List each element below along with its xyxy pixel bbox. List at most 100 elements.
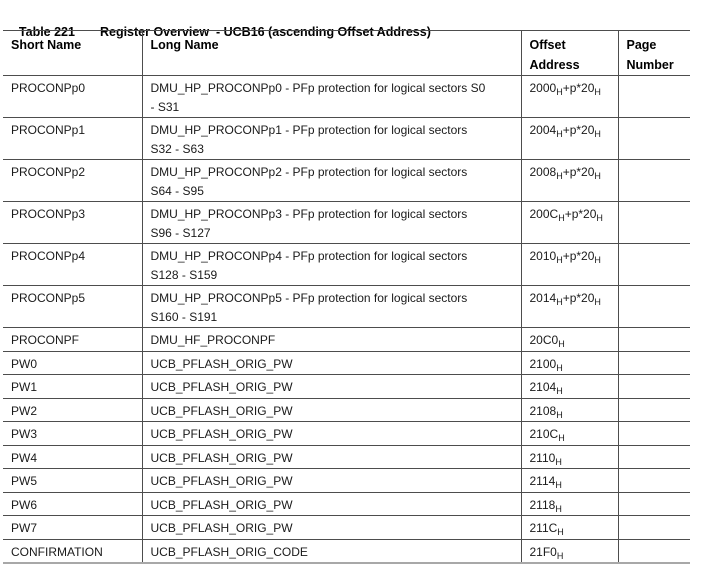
short-name-cell: PW7 — [3, 515, 143, 540]
long-name-line: UCB_PFLASH_ORIG_PW — [150, 450, 293, 465]
hex-subscript: H — [556, 129, 563, 139]
hex-subscript: H — [558, 213, 565, 223]
long-name-cell: UCB_PFLASH_ORIG_PW — [142, 468, 522, 493]
long-name-line: UCB_PFLASH_ORIG_PW — [150, 380, 293, 394]
long-name-line: UCB_PFLASH_ORIG_PW — [150, 497, 293, 512]
offset-address-cell: 21F0H — [521, 539, 619, 564]
table-row: PW6 UCB_PFLASH_ORIG_PW 2118H — [3, 492, 690, 516]
page-number-cell — [618, 243, 690, 286]
offset-address-cell: 2000H+p*20H — [521, 75, 619, 118]
table-header-row: Short Name Long Name Offset Address Page Nu… — [3, 30, 690, 76]
page-number-cell — [618, 117, 690, 160]
offset-address-cell: 2114H — [521, 468, 619, 493]
offset-address-cell: 211CH — [521, 515, 619, 540]
table-row: PW5 UCB_PFLASH_ORIG_PW 2114H — [3, 468, 690, 493]
table-row: PROCONPF DMU_HF_PROCONPF 20C0H — [3, 327, 690, 352]
page-number-cell — [618, 468, 690, 493]
short-name-cell: PW4 — [3, 445, 143, 469]
long-name-line: DMU_HP_PROCONPp3 - PFp protection for lo… — [150, 207, 468, 221]
page-number-cell — [618, 201, 690, 244]
table-row: PW1 UCB_PFLASH_ORIG_PW 2104H — [3, 374, 690, 399]
page-number-cell — [618, 421, 690, 446]
hex-subscript: H — [594, 87, 601, 97]
table-row: PROCONPp0 DMU_HP_PROCONPp0 - PFp protecti… — [3, 75, 690, 118]
page-number-cell — [618, 351, 690, 375]
long-name-cell: UCB_PFLASH_ORIG_PW — [142, 398, 522, 422]
long-name-line: UCB_PFLASH_ORIG_PW — [150, 403, 293, 418]
register-overview-table: Short Name Long Name Offset Address Page Nu… — [3, 30, 690, 564]
hex-subscript: H — [556, 550, 564, 561]
hex-subscript: H — [555, 503, 562, 514]
long-name-line: S32 - S63 — [150, 142, 204, 156]
long-name-line: UCB_PFLASH_ORIG_PW — [150, 474, 293, 488]
hex-subscript: H — [556, 386, 563, 396]
offset-address-cell: 2008H+p*20H — [521, 159, 619, 202]
long-name-line: - S31 — [150, 100, 180, 114]
long-name-line: DMU_HP_PROCONPp2 - PFp protection for lo… — [150, 165, 468, 179]
column-header-2: Offset Address — [521, 30, 619, 76]
short-name-cell: PW6 — [3, 492, 143, 516]
short-name-cell: PW5 — [3, 468, 143, 493]
long-name-line: DMU_HP_PROCONPp1 - PFp protection for lo… — [150, 123, 468, 137]
long-name-line: UCB_PFLASH_ORIG_CODE — [150, 544, 308, 559]
table-row: PW3 UCB_PFLASH_ORIG_PW 210CH — [3, 421, 690, 446]
table-row: PROCONPp3 DMU_HP_PROCONPp3 - PFp protecti… — [3, 201, 690, 244]
long-name-cell: UCB_PFLASH_ORIG_PW — [142, 492, 522, 516]
long-name-line: UCB_PFLASH_ORIG_PW — [150, 427, 293, 441]
long-name-cell: DMU_HP_PROCONPp0 - PFp protection for lo… — [142, 75, 522, 118]
hex-subscript: H — [556, 171, 563, 181]
long-name-cell: DMU_HP_PROCONPp4 - PFp protection for lo… — [142, 243, 522, 286]
table-body: PROCONPp0 DMU_HP_PROCONPp0 - PFp protecti… — [3, 75, 690, 564]
hex-subscript: H — [556, 87, 563, 97]
offset-address-cell: 210CH — [521, 421, 619, 446]
offset-address-cell: 2104H — [521, 374, 619, 399]
hex-subscript: H — [555, 480, 562, 490]
offset-address-cell: 2110H — [521, 445, 619, 469]
offset-address-cell: 2108H — [521, 398, 619, 422]
page-number-cell — [618, 285, 690, 328]
long-name-cell: DMU_HP_PROCONPp3 - PFp protection for lo… — [142, 201, 522, 244]
table-row: PROCONPp1 DMU_HP_PROCONPp1 - PFp protecti… — [3, 117, 690, 160]
column-header-1: Long Name — [142, 30, 522, 76]
short-name-cell: PROCONPp1 — [3, 117, 143, 160]
hex-subscript: H — [556, 409, 563, 420]
long-name-cell: DMU_HP_PROCONPp5 - PFp protection for lo… — [142, 285, 522, 328]
short-name-cell: CONFIRMATION — [3, 539, 143, 564]
short-name-cell: PROCONPp2 — [3, 159, 143, 202]
column-header-0: Short Name — [3, 30, 143, 76]
short-name-cell: PROCONPF — [3, 327, 143, 352]
long-name-cell: DMU_HP_PROCONPp1 - PFp protection for lo… — [142, 117, 522, 160]
hex-subscript: H — [594, 129, 601, 139]
page-number-cell — [618, 492, 690, 516]
page-number-cell — [618, 539, 690, 564]
table-row: CONFIRMATION UCB_PFLASH_ORIG_CODE 21F0H — [3, 539, 690, 564]
long-name-cell: DMU_HP_PROCONPp2 - PFp protection for lo… — [142, 159, 522, 202]
long-name-line: DMU_HP_PROCONPp0 - PFp protection for lo… — [150, 81, 486, 95]
table-row: PROCONPp4 DMU_HP_PROCONPp4 - PFp protecti… — [3, 243, 690, 286]
offset-address-cell: 2118H — [521, 492, 619, 516]
hex-subscript: H — [556, 362, 563, 373]
hex-subscript: H — [555, 456, 562, 467]
page-number-cell — [618, 159, 690, 202]
page-number-cell — [618, 327, 690, 352]
table-row: PW0 UCB_PFLASH_ORIG_PW 2100H — [3, 351, 690, 375]
offset-address-cell: 2004H+p*20H — [521, 117, 619, 160]
long-name-cell: DMU_HF_PROCONPF — [142, 327, 522, 352]
short-name-cell: PW3 — [3, 421, 143, 446]
short-name-cell: PW0 — [3, 351, 143, 375]
offset-address-cell: 2010H+p*20H — [521, 243, 619, 286]
long-name-line: S96 - S127 — [150, 226, 211, 240]
short-name-cell: PW1 — [3, 374, 143, 399]
short-name-cell: PROCONPp5 — [3, 285, 143, 328]
table-row: PROCONPp2 DMU_HP_PROCONPp2 - PFp protecti… — [3, 159, 690, 202]
short-name-cell: PW2 — [3, 398, 143, 422]
hex-subscript: H — [594, 297, 601, 307]
column-header-3: Page Number — [618, 30, 690, 76]
hex-subscript: H — [594, 255, 601, 265]
table-row: PW7 UCB_PFLASH_ORIG_PW 211CH — [3, 515, 690, 540]
hex-subscript: H — [556, 255, 563, 265]
long-name-line: UCB_PFLASH_ORIG_PW — [150, 356, 293, 371]
table-row: PROCONPp5 DMU_HP_PROCONPp5 - PFp protecti… — [3, 285, 690, 328]
offset-address-cell: 2100H — [521, 351, 619, 375]
long-name-line: DMU_HF_PROCONPF — [150, 333, 276, 347]
